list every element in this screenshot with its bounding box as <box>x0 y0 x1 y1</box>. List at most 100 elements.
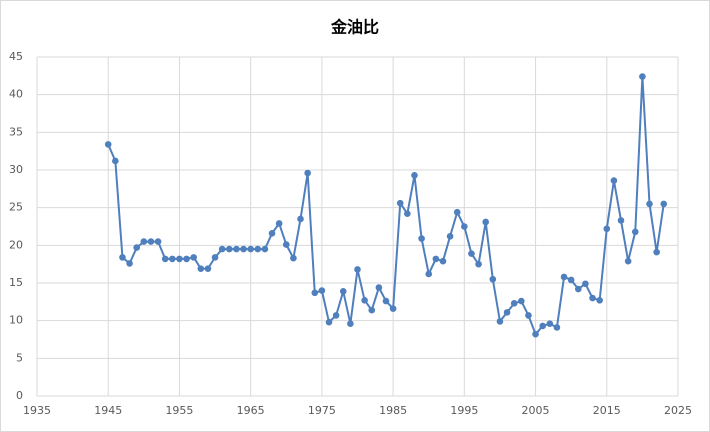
y-tick-label: 40 <box>9 88 23 101</box>
data-point <box>247 245 254 253</box>
data-point <box>140 238 148 245</box>
data-point <box>518 297 525 305</box>
x-tick-label: 1985 <box>379 404 407 417</box>
data-point <box>133 244 141 251</box>
data-point <box>560 273 568 281</box>
data-point <box>617 217 625 224</box>
data-point <box>190 254 197 261</box>
y-tick-label: 25 <box>9 201 23 214</box>
data-point <box>261 245 269 253</box>
data-point <box>297 215 304 223</box>
data-point <box>339 287 347 295</box>
data-point <box>375 284 383 291</box>
data-point <box>646 200 653 208</box>
y-tick-label: 20 <box>9 238 23 251</box>
data-point <box>660 200 668 208</box>
data-point <box>104 141 112 148</box>
data-point <box>197 265 205 272</box>
data-point <box>211 254 219 261</box>
data-point <box>154 238 162 245</box>
data-point <box>631 228 639 236</box>
data-point <box>610 177 618 184</box>
y-tick-label: 30 <box>9 163 23 176</box>
chart-title: 金油比 <box>330 18 379 37</box>
data-point <box>282 241 290 248</box>
data-point <box>361 297 368 304</box>
data-point <box>624 257 632 265</box>
data-point <box>553 324 561 331</box>
data-point <box>332 312 340 319</box>
x-tick-label: 1935 <box>23 404 51 417</box>
data-point <box>147 238 155 245</box>
data-point <box>567 276 575 284</box>
data-point <box>112 157 119 165</box>
data-point <box>126 260 133 267</box>
data-point <box>532 330 539 338</box>
data-point <box>496 318 504 325</box>
data-point <box>347 320 354 327</box>
data-point <box>653 248 660 256</box>
data-point <box>546 320 554 327</box>
data-point <box>161 255 169 263</box>
data-point <box>503 309 511 316</box>
data-point <box>218 245 226 253</box>
y-tick-label: 45 <box>9 50 23 63</box>
data-point <box>432 255 440 263</box>
data-point <box>354 266 361 273</box>
data-point <box>425 270 433 278</box>
x-tick-label: 1995 <box>450 404 478 417</box>
data-point <box>119 254 126 261</box>
data-point <box>589 294 596 302</box>
data-point <box>574 285 582 293</box>
data-point <box>475 260 482 268</box>
data-point <box>418 235 425 242</box>
y-tick-label: 0 <box>16 389 23 402</box>
data-point <box>639 73 646 80</box>
data-point <box>596 297 603 304</box>
data-point <box>240 245 247 253</box>
data-point <box>411 171 418 179</box>
data-point <box>396 199 404 207</box>
data-point <box>404 210 411 217</box>
y-tick-label: 35 <box>9 125 23 138</box>
x-tick-label: 1945 <box>94 404 122 417</box>
data-point <box>482 218 490 226</box>
x-tick-label: 1975 <box>308 404 336 417</box>
data-point <box>325 318 333 326</box>
data-point <box>268 229 276 237</box>
data-point <box>439 257 447 265</box>
data-point <box>446 232 454 240</box>
data-point <box>169 255 176 263</box>
data-point <box>489 275 497 283</box>
data-point <box>183 255 190 263</box>
x-tick-label: 2005 <box>522 404 550 417</box>
data-point <box>233 245 240 253</box>
data-point <box>311 289 319 297</box>
data-point <box>204 265 212 272</box>
y-tick-label: 10 <box>9 314 23 327</box>
y-tick-label: 5 <box>16 351 23 364</box>
data-point <box>525 312 532 319</box>
x-tick-label: 1965 <box>237 404 265 417</box>
data-point <box>382 297 390 305</box>
data-point <box>176 255 183 263</box>
y-tick-label: 15 <box>9 276 23 289</box>
data-point <box>389 305 397 312</box>
data-point <box>461 223 468 230</box>
data-point <box>275 220 283 227</box>
x-tick-label: 1955 <box>165 404 193 417</box>
x-tick-label: 2025 <box>664 404 692 417</box>
data-point <box>603 225 611 233</box>
data-point <box>510 300 518 307</box>
data-point <box>226 245 233 253</box>
x-tick-label: 2015 <box>593 404 621 417</box>
data-point <box>304 169 311 177</box>
data-point <box>468 250 475 257</box>
data-point <box>539 322 546 330</box>
data-point <box>318 287 326 294</box>
data-point <box>290 254 297 262</box>
data-point <box>582 280 589 288</box>
